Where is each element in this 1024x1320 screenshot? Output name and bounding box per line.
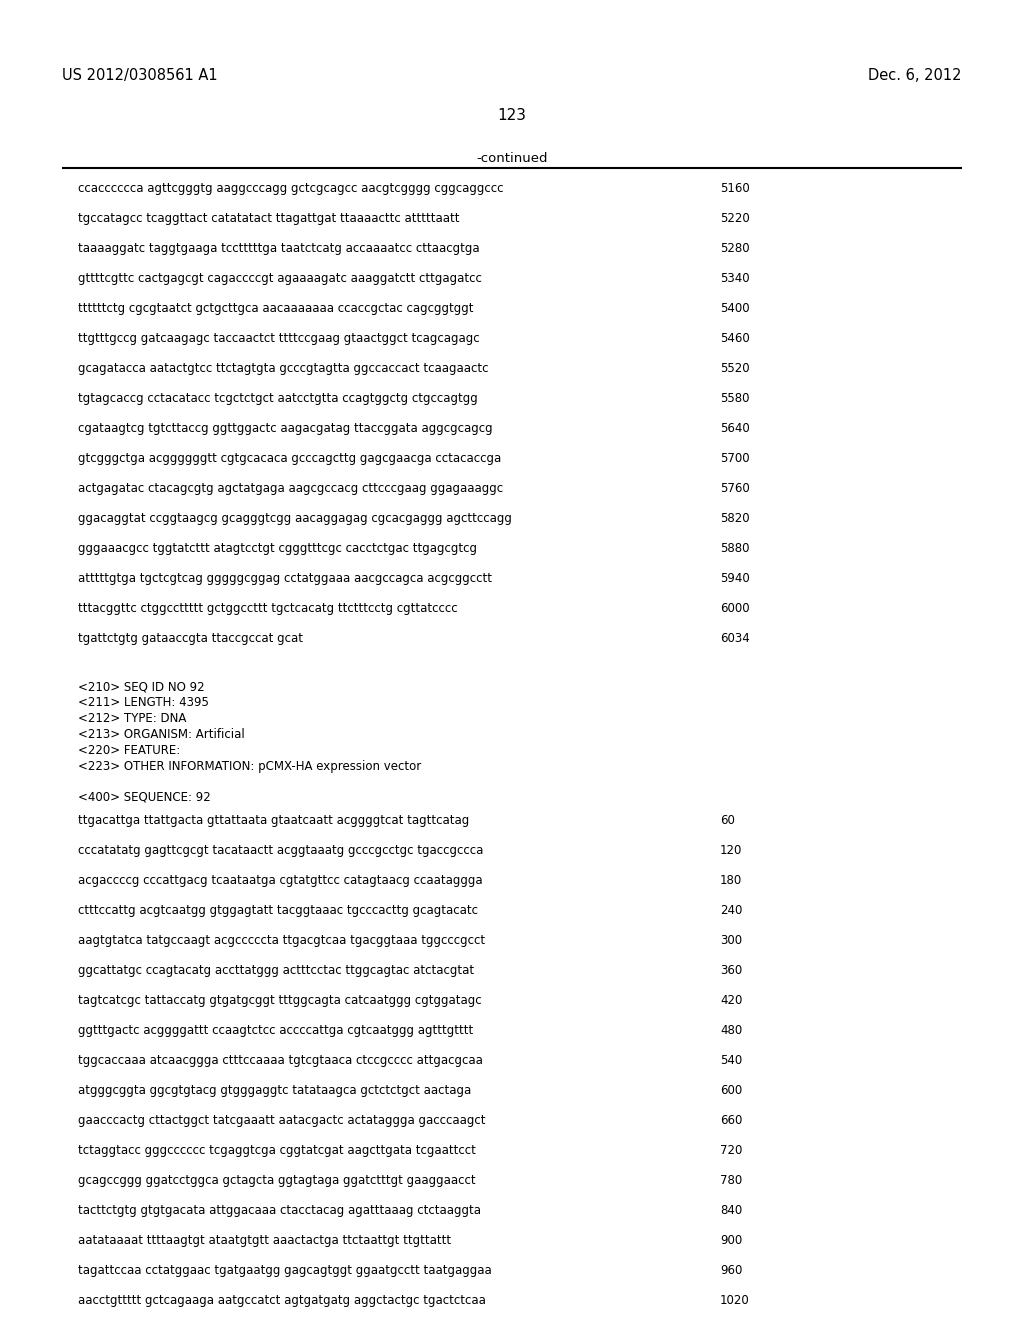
Text: ctttccattg acgtcaatgg gtggagtatt tacggtaaac tgcccacttg gcagtacatc: ctttccattg acgtcaatgg gtggagtatt tacggta… (78, 904, 478, 917)
Text: 123: 123 (498, 108, 526, 123)
Text: cgataagtcg tgtcttaccg ggttggactc aagacgatag ttaccggata aggcgcagcg: cgataagtcg tgtcttaccg ggttggactc aagacga… (78, 422, 493, 436)
Text: actgagatac ctacagcgtg agctatgaga aagcgccacg cttcccgaag ggagaaaggc: actgagatac ctacagcgtg agctatgaga aagcgcc… (78, 482, 503, 495)
Text: taaaaggatc taggtgaaga tcctttttga taatctcatg accaaaatcc cttaacgtga: taaaaggatc taggtgaaga tcctttttga taatctc… (78, 242, 479, 255)
Text: 6034: 6034 (720, 632, 750, 645)
Text: atttttgtga tgctcgtcag gggggcggag cctatggaaa aacgccagca acgcggcctt: atttttgtga tgctcgtcag gggggcggag cctatgg… (78, 572, 492, 585)
Text: cccatatatg gagttcgcgt tacataactt acggtaaatg gcccgcctgc tgaccgccca: cccatatatg gagttcgcgt tacataactt acggtaa… (78, 843, 483, 857)
Text: ggcattatgc ccagtacatg accttatggg actttcctac ttggcagtac atctacgtat: ggcattatgc ccagtacatg accttatggg actttcc… (78, 964, 474, 977)
Text: 720: 720 (720, 1144, 742, 1158)
Text: 660: 660 (720, 1114, 742, 1127)
Text: gttttcgttc cactgagcgt cagaccccgt agaaaagatc aaaggatctt cttgagatcc: gttttcgttc cactgagcgt cagaccccgt agaaaag… (78, 272, 482, 285)
Text: 5400: 5400 (720, 302, 750, 315)
Text: 5820: 5820 (720, 512, 750, 525)
Text: 780: 780 (720, 1173, 742, 1187)
Text: ttttttctg cgcgtaatct gctgcttgca aacaaaaaaa ccaccgctac cagcggtggt: ttttttctg cgcgtaatct gctgcttgca aacaaaaa… (78, 302, 473, 315)
Text: gcagatacca aatactgtcc ttctagtgta gcccgtagtta ggccaccact tcaagaactc: gcagatacca aatactgtcc ttctagtgta gcccgta… (78, 362, 488, 375)
Text: acgaccccg cccattgacg tcaataatga cgtatgttcc catagtaacg ccaataggga: acgaccccg cccattgacg tcaataatga cgtatgtt… (78, 874, 482, 887)
Text: aagtgtatca tatgccaagt acgcccccta ttgacgtcaa tgacggtaaa tggcccgcct: aagtgtatca tatgccaagt acgcccccta ttgacgt… (78, 935, 485, 946)
Text: 900: 900 (720, 1234, 742, 1247)
Text: <400> SEQUENCE: 92: <400> SEQUENCE: 92 (78, 789, 211, 803)
Text: 5760: 5760 (720, 482, 750, 495)
Text: 5640: 5640 (720, 422, 750, 436)
Text: 840: 840 (720, 1204, 742, 1217)
Text: 300: 300 (720, 935, 742, 946)
Text: 120: 120 (720, 843, 742, 857)
Text: 5340: 5340 (720, 272, 750, 285)
Text: 360: 360 (720, 964, 742, 977)
Text: tgccatagcc tcaggttact catatatact ttagattgat ttaaaacttc atttttaatt: tgccatagcc tcaggttact catatatact ttagatt… (78, 213, 460, 224)
Text: 5880: 5880 (720, 543, 750, 554)
Text: 480: 480 (720, 1024, 742, 1038)
Text: ttgacattga ttattgacta gttattaata gtaatcaatt acggggtcat tagttcatag: ttgacattga ttattgacta gttattaata gtaatca… (78, 814, 469, 828)
Text: -continued: -continued (476, 152, 548, 165)
Text: tttacggttc ctggccttttt gctggccttt tgctcacatg ttctttcctg cgttatcccc: tttacggttc ctggccttttt gctggccttt tgctca… (78, 602, 458, 615)
Text: ttgtttgccg gatcaagagc taccaactct ttttccgaag gtaactggct tcagcagagc: ttgtttgccg gatcaagagc taccaactct ttttccg… (78, 333, 479, 345)
Text: atgggcggta ggcgtgtacg gtgggaggtc tatataagca gctctctgct aactaga: atgggcggta ggcgtgtacg gtgggaggtc tatataa… (78, 1084, 471, 1097)
Text: 600: 600 (720, 1084, 742, 1097)
Text: <210> SEQ ID NO 92: <210> SEQ ID NO 92 (78, 680, 205, 693)
Text: <211> LENGTH: 4395: <211> LENGTH: 4395 (78, 696, 209, 709)
Text: aatataaaat ttttaagtgt ataatgtgtt aaactactga ttctaattgt ttgttattt: aatataaaat ttttaagtgt ataatgtgtt aaactac… (78, 1234, 452, 1247)
Text: 1020: 1020 (720, 1294, 750, 1307)
Text: gggaaacgcc tggtatcttt atagtcctgt cgggtttcgc cacctctgac ttgagcgtcg: gggaaacgcc tggtatcttt atagtcctgt cgggttt… (78, 543, 477, 554)
Text: 540: 540 (720, 1053, 742, 1067)
Text: 240: 240 (720, 904, 742, 917)
Text: 5520: 5520 (720, 362, 750, 375)
Text: tctaggtacc gggcccccc tcgaggtcga cggtatcgat aagcttgata tcgaattcct: tctaggtacc gggcccccc tcgaggtcga cggtatcg… (78, 1144, 476, 1158)
Text: tagattccaa cctatggaac tgatgaatgg gagcagtggt ggaatgcctt taatgaggaa: tagattccaa cctatggaac tgatgaatgg gagcagt… (78, 1265, 492, 1276)
Text: 5280: 5280 (720, 242, 750, 255)
Text: ggacaggtat ccggtaagcg gcagggtcgg aacaggagag cgcacgaggg agcttccagg: ggacaggtat ccggtaagcg gcagggtcgg aacagga… (78, 512, 512, 525)
Text: <212> TYPE: DNA: <212> TYPE: DNA (78, 711, 186, 725)
Text: <223> OTHER INFORMATION: pCMX-HA expression vector: <223> OTHER INFORMATION: pCMX-HA express… (78, 760, 421, 774)
Text: 5460: 5460 (720, 333, 750, 345)
Text: 5700: 5700 (720, 451, 750, 465)
Text: gtcgggctga acggggggtt cgtgcacaca gcccagcttg gagcgaacga cctacaccga: gtcgggctga acggggggtt cgtgcacaca gcccagc… (78, 451, 502, 465)
Text: gaacccactg cttactggct tatcgaaatt aatacgactc actataggga gacccaagct: gaacccactg cttactggct tatcgaaatt aatacga… (78, 1114, 485, 1127)
Text: tagtcatcgc tattaccatg gtgatgcggt tttggcagta catcaatggg cgtggatagc: tagtcatcgc tattaccatg gtgatgcggt tttggca… (78, 994, 481, 1007)
Text: aacctgttttt gctcagaaga aatgccatct agtgatgatg aggctactgc tgactctcaa: aacctgttttt gctcagaaga aatgccatct agtgat… (78, 1294, 485, 1307)
Text: 6000: 6000 (720, 602, 750, 615)
Text: 420: 420 (720, 994, 742, 1007)
Text: 5160: 5160 (720, 182, 750, 195)
Text: 5940: 5940 (720, 572, 750, 585)
Text: 180: 180 (720, 874, 742, 887)
Text: 5580: 5580 (720, 392, 750, 405)
Text: 5220: 5220 (720, 213, 750, 224)
Text: tgattctgtg gataaccgta ttaccgccat gcat: tgattctgtg gataaccgta ttaccgccat gcat (78, 632, 303, 645)
Text: ggtttgactc acggggattt ccaagtctcc accccattga cgtcaatggg agtttgtttt: ggtttgactc acggggattt ccaagtctcc accccat… (78, 1024, 473, 1038)
Text: tggcaccaaa atcaacggga ctttccaaaa tgtcgtaaca ctccgcccc attgacgcaa: tggcaccaaa atcaacggga ctttccaaaa tgtcgta… (78, 1053, 483, 1067)
Text: tacttctgtg gtgtgacata attggacaaa ctacctacag agatttaaag ctctaaggta: tacttctgtg gtgtgacata attggacaaa ctaccta… (78, 1204, 481, 1217)
Text: 60: 60 (720, 814, 735, 828)
Text: ccacccccca agttcgggtg aaggcccagg gctcgcagcc aacgtcgggg cggcaggccc: ccacccccca agttcgggtg aaggcccagg gctcgca… (78, 182, 504, 195)
Text: US 2012/0308561 A1: US 2012/0308561 A1 (62, 69, 218, 83)
Text: tgtagcaccg cctacatacc tcgctctgct aatcctgtta ccagtggctg ctgccagtgg: tgtagcaccg cctacatacc tcgctctgct aatcctg… (78, 392, 478, 405)
Text: 960: 960 (720, 1265, 742, 1276)
Text: <220> FEATURE:: <220> FEATURE: (78, 744, 180, 756)
Text: gcagccggg ggatcctggca gctagcta ggtagtaga ggatctttgt gaaggaacct: gcagccggg ggatcctggca gctagcta ggtagtaga… (78, 1173, 475, 1187)
Text: <213> ORGANISM: Artificial: <213> ORGANISM: Artificial (78, 729, 245, 741)
Text: Dec. 6, 2012: Dec. 6, 2012 (868, 69, 962, 83)
